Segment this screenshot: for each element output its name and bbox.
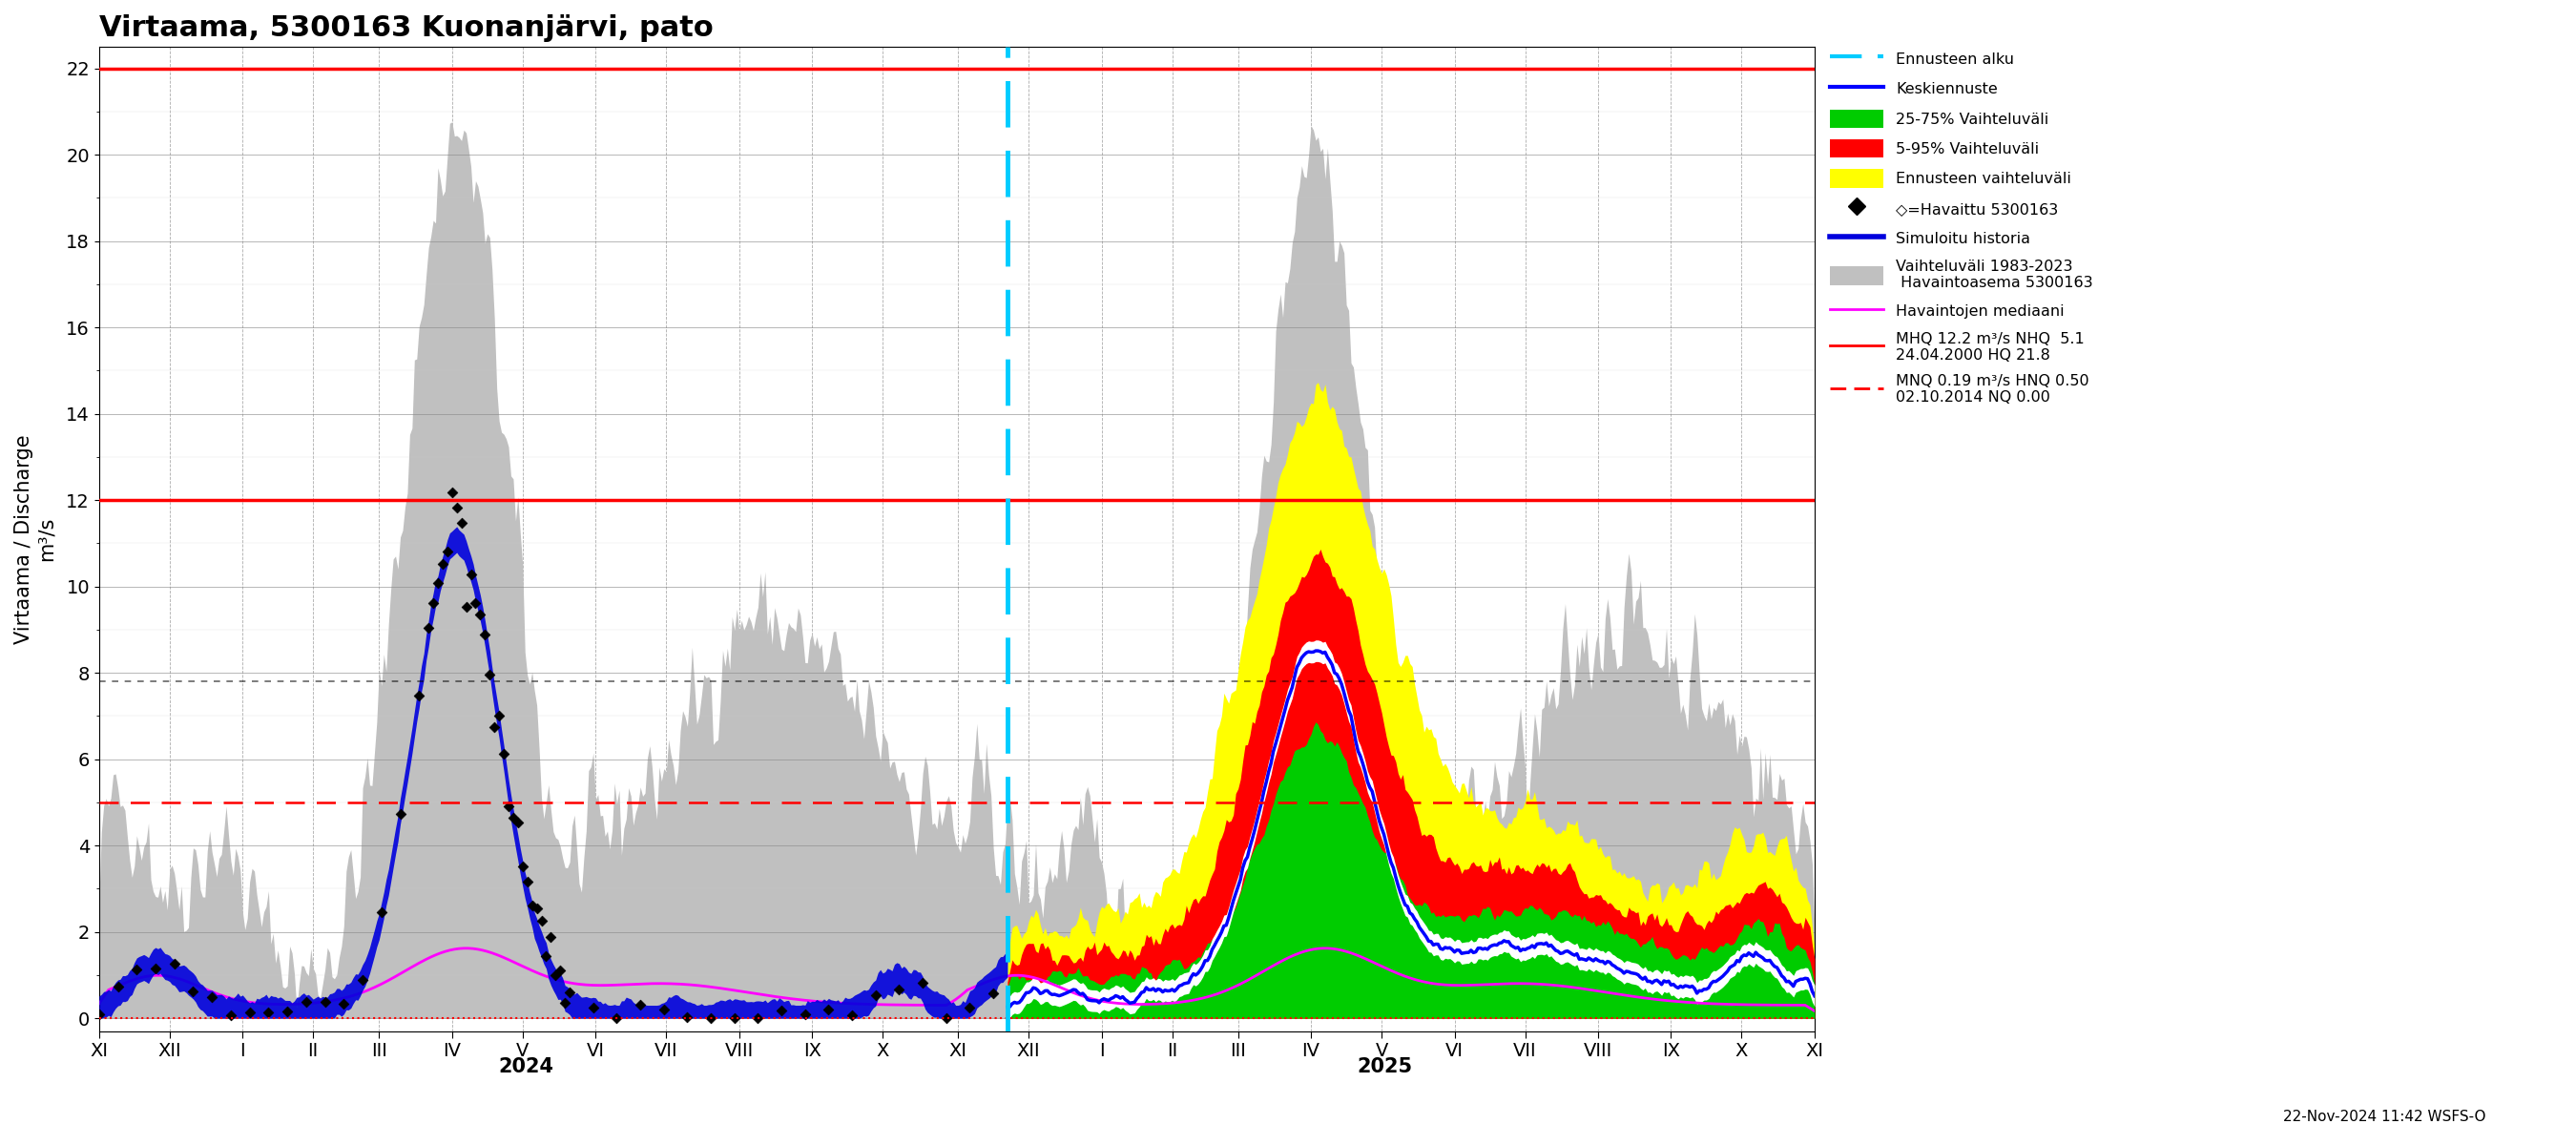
- Point: [412, 593, 453, 611]
- Point: [474, 718, 515, 736]
- Point: [229, 1003, 270, 1021]
- Text: 2024: 2024: [500, 1057, 554, 1076]
- Point: [173, 982, 214, 1001]
- Point: [322, 995, 363, 1013]
- Text: Virtaama, 5300163 Kuonanjärvi, pato: Virtaama, 5300163 Kuonanjärvi, pato: [98, 14, 714, 42]
- Point: [268, 1002, 309, 1020]
- Point: [407, 618, 448, 637]
- Point: [451, 566, 492, 584]
- Point: [925, 1009, 966, 1027]
- Point: [515, 900, 556, 918]
- Point: [191, 988, 232, 1006]
- Legend: Ennusteen alku, Keskiennuste, 25-75% Vaihteluväli, 5-95% Vaihteluväli, Ennusteen: Ennusteen alku, Keskiennuste, 25-75% Vai…: [1826, 45, 2097, 410]
- Point: [428, 542, 469, 560]
- Point: [667, 1008, 708, 1026]
- Point: [422, 554, 464, 572]
- Point: [502, 856, 544, 875]
- Point: [786, 1005, 827, 1024]
- Point: [77, 1004, 118, 1022]
- Point: [343, 970, 384, 988]
- Point: [832, 1006, 873, 1025]
- Point: [464, 625, 505, 643]
- Point: [526, 947, 567, 965]
- Point: [572, 998, 613, 1017]
- Point: [456, 594, 497, 613]
- Point: [286, 993, 327, 1011]
- Point: [497, 813, 538, 831]
- Point: [690, 1009, 732, 1027]
- Point: [361, 903, 402, 922]
- Point: [948, 998, 989, 1017]
- Y-axis label: Virtaama / Discharge
m³/s: Virtaama / Discharge m³/s: [15, 434, 57, 643]
- Point: [531, 927, 572, 946]
- Point: [538, 961, 580, 979]
- Point: [595, 1009, 636, 1027]
- Point: [855, 986, 896, 1004]
- Point: [621, 995, 662, 1013]
- Point: [435, 498, 477, 516]
- Point: [446, 598, 487, 616]
- Text: 2025: 2025: [1358, 1057, 1412, 1076]
- Point: [247, 1003, 289, 1021]
- Point: [760, 1001, 801, 1019]
- Point: [507, 872, 549, 891]
- Point: [211, 1006, 252, 1025]
- Point: [469, 665, 510, 684]
- Point: [737, 1009, 778, 1027]
- Point: [479, 706, 520, 725]
- Point: [487, 797, 528, 815]
- Point: [714, 1009, 755, 1027]
- Point: [484, 745, 526, 764]
- Point: [492, 808, 533, 827]
- Point: [513, 897, 554, 915]
- Point: [549, 982, 590, 1001]
- Point: [379, 805, 420, 823]
- Point: [902, 973, 943, 992]
- Point: [155, 955, 196, 973]
- Point: [134, 960, 175, 978]
- Text: 22-Nov-2024 11:42 WSFS-O: 22-Nov-2024 11:42 WSFS-O: [2282, 1111, 2486, 1124]
- Point: [116, 961, 157, 979]
- Point: [440, 514, 482, 532]
- Point: [878, 980, 920, 998]
- Point: [644, 1001, 685, 1019]
- Point: [536, 965, 577, 984]
- Point: [520, 911, 562, 930]
- Point: [809, 1001, 850, 1019]
- Point: [544, 994, 585, 1012]
- Point: [304, 993, 345, 1011]
- Point: [974, 985, 1015, 1003]
- Point: [430, 483, 471, 502]
- Point: [459, 606, 500, 624]
- Point: [417, 574, 459, 592]
- Point: [98, 977, 139, 995]
- Point: [399, 687, 440, 705]
